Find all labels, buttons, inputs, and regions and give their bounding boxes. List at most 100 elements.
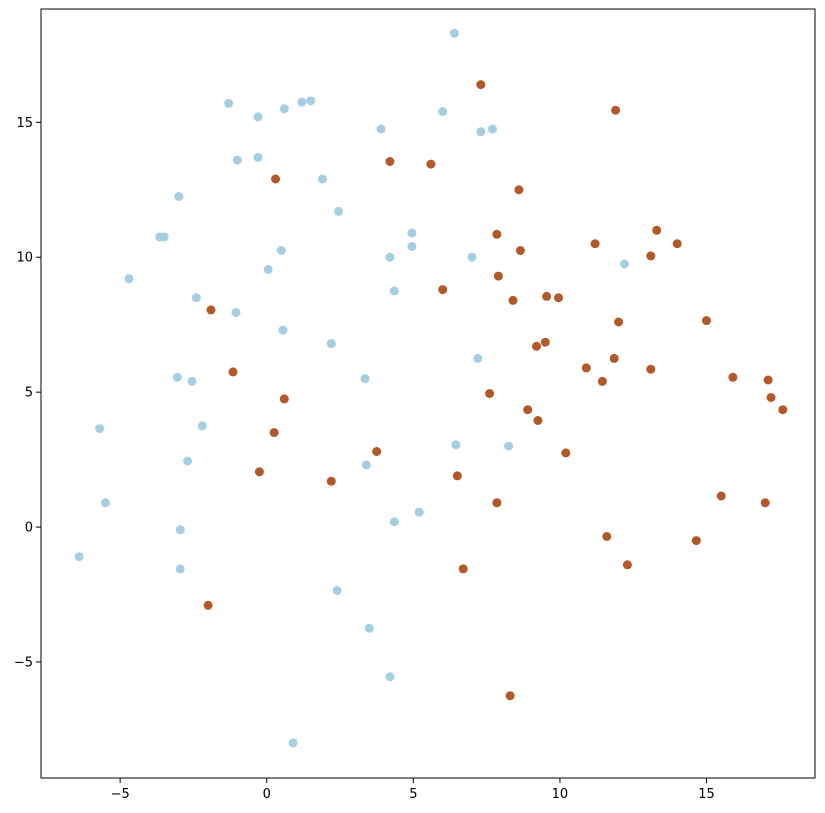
scatter-point-s1-14 [542, 291, 552, 301]
scatter-point-s1-15 [554, 293, 563, 303]
scatter-point-s0-21 [467, 252, 477, 262]
scatter-point-s1-34 [533, 416, 543, 425]
scatter-point-s1-10 [515, 246, 525, 255]
scatter-point-s0-8 [476, 127, 486, 137]
scatter-point-s1-28 [763, 375, 773, 385]
scatter-point-s0-2 [253, 112, 263, 122]
scatter-point-s0-11 [253, 152, 263, 162]
scatter-point-s0-19 [407, 241, 417, 251]
scatter-point-s1-23 [581, 363, 591, 373]
scatter-point-s0-1 [224, 98, 234, 108]
x-axis: −5 0 5 10 15 [111, 778, 715, 802]
scatter-point-s0-32 [187, 376, 197, 386]
scatter-point-s0-0 [449, 28, 459, 38]
scatter-point-s1-46 [458, 564, 468, 574]
scatter-point-s1-37 [561, 448, 571, 458]
y-tick-label: −5 [14, 655, 33, 670]
x-tick-label: 15 [698, 787, 715, 802]
scatter-point-s1-8 [590, 239, 600, 249]
scatter-point-s1-35 [269, 428, 279, 438]
scatter-point-s1-31 [279, 394, 289, 404]
scatter-point-s0-5 [306, 96, 316, 106]
points-layer [74, 28, 788, 748]
scatter-point-s1-2 [385, 157, 395, 166]
scatter-point-s0-38 [183, 456, 193, 466]
scatter-point-s0-30 [473, 353, 483, 363]
scatter-point-s0-16 [159, 232, 169, 242]
scatter-point-s0-48 [385, 672, 395, 682]
x-tick-label: 0 [263, 787, 271, 802]
scatter-point-s1-27 [597, 376, 607, 386]
scatter-point-s0-42 [414, 507, 424, 517]
scatter-point-s0-34 [95, 424, 105, 434]
scatter-point-s1-0 [476, 80, 486, 90]
scatter-point-s1-25 [228, 367, 238, 377]
scatter-point-s1-3 [426, 159, 436, 169]
scatter-point-s0-40 [101, 498, 110, 508]
scatter-point-s0-20 [385, 252, 395, 262]
scatter-point-s1-30 [766, 393, 776, 402]
scatter-point-s0-3 [279, 104, 289, 114]
scatter-point-s1-38 [254, 467, 264, 477]
scatter-point-s0-36 [451, 440, 461, 450]
scatter-point-s1-36 [372, 447, 382, 456]
y-tick-label: 10 [16, 251, 33, 266]
plot-frame [40, 8, 816, 779]
scatter-point-s1-48 [203, 600, 213, 610]
scatter-point-s1-16 [508, 295, 518, 305]
scatter-point-s1-47 [622, 560, 632, 570]
scatter-point-s0-7 [438, 107, 448, 116]
scatter-point-s0-9 [488, 124, 497, 134]
x-tick-label: −5 [111, 787, 130, 802]
x-tick-label: 5 [409, 787, 417, 802]
scatter-point-s1-26 [728, 372, 738, 382]
scatter-point-s0-24 [124, 274, 134, 284]
scatter-point-s1-6 [652, 225, 662, 235]
scatter-point-s0-26 [389, 286, 399, 296]
scatter-point-s1-29 [485, 389, 495, 398]
y-tick-label: 15 [16, 116, 33, 131]
scatter-point-s1-17 [206, 305, 216, 315]
scatter-point-s1-11 [646, 251, 656, 261]
scatter-point-s0-46 [332, 586, 342, 595]
scatter-point-s0-44 [74, 552, 84, 562]
scatter-point-s0-6 [376, 124, 386, 134]
scatter-point-s1-45 [691, 536, 701, 546]
scatter-point-s1-18 [702, 316, 711, 326]
scatter-point-s1-33 [778, 405, 788, 415]
scatter-point-s0-45 [175, 564, 185, 574]
scatter-point-s0-35 [197, 421, 207, 431]
scatter-point-s1-21 [532, 341, 541, 351]
scatter-point-s1-22 [609, 353, 619, 363]
scatter-point-s1-13 [438, 285, 448, 295]
scatter-point-s0-29 [326, 339, 336, 349]
scatter-point-s1-12 [493, 271, 503, 281]
scatter-point-s1-7 [492, 229, 502, 239]
scatter-point-s0-47 [364, 623, 374, 633]
scatter-point-s0-14 [334, 206, 344, 216]
scatter-point-s0-41 [389, 517, 399, 527]
scatter-point-s1-24 [646, 364, 656, 374]
scatter-point-s1-1 [611, 105, 621, 115]
x-tick-label: 10 [552, 787, 569, 802]
scatter-point-s0-33 [360, 374, 370, 384]
scatter-point-s0-49 [288, 738, 298, 748]
scatter-point-s1-41 [716, 491, 726, 501]
scatter-point-s0-13 [174, 192, 184, 201]
scatter-point-s0-22 [619, 259, 629, 269]
scatter-point-s1-20 [540, 337, 550, 347]
scatter-point-s1-32 [523, 405, 533, 415]
scatter-point-s1-44 [602, 532, 612, 541]
scatter-point-s1-4 [271, 174, 280, 184]
scatter-point-s1-42 [492, 498, 502, 508]
scatter-point-s1-39 [452, 471, 462, 481]
scatter-point-s1-40 [326, 476, 336, 486]
scatter-point-s1-9 [672, 239, 682, 249]
scatter-point-s1-19 [614, 317, 624, 327]
y-tick-label: 5 [25, 386, 33, 401]
scatter-point-s0-43 [175, 525, 185, 535]
scatter-point-s0-18 [407, 228, 417, 238]
scatter-point-s0-12 [318, 174, 327, 184]
scatter-point-s0-23 [263, 264, 273, 274]
